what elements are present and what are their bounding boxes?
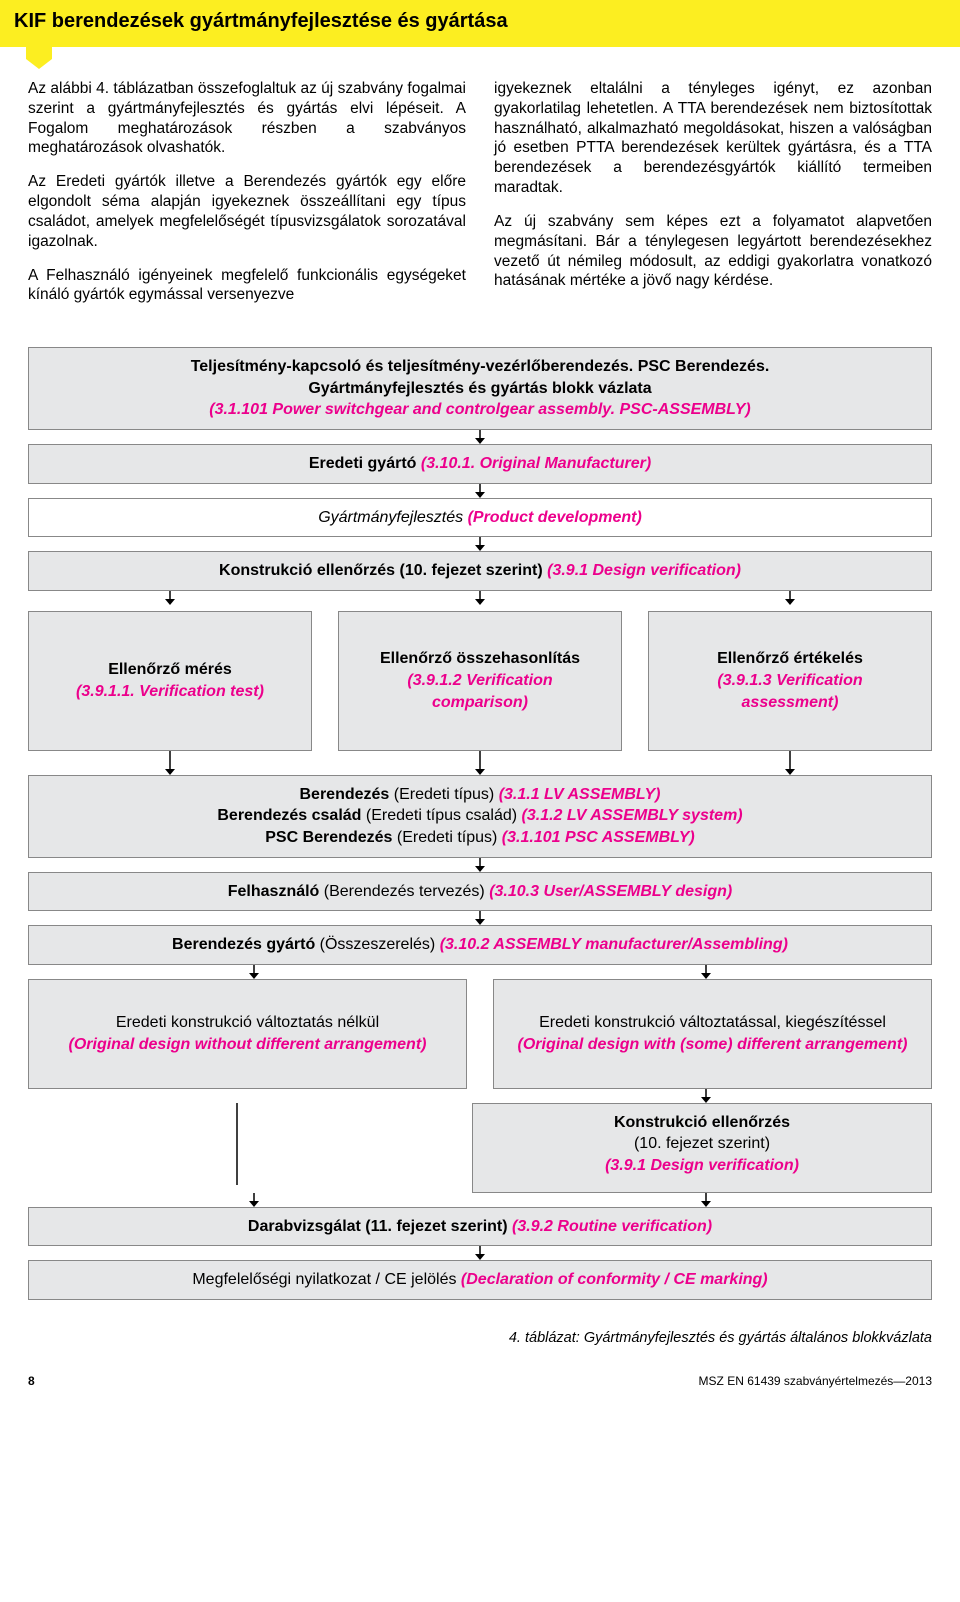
box-design-verification-2: Konstrukció ellenőrzés (10. fejezet szer… (472, 1103, 932, 1193)
b9b-1: Eredeti konstrukció változtatással, kieg… (514, 1012, 911, 1034)
arrow-icon (473, 537, 487, 551)
b6-3a: PSC Berendezés (265, 829, 397, 846)
arrow-icon (163, 751, 177, 775)
b7-1: Felhasználó (228, 883, 324, 900)
b6-2b: (Eredeti típus család) (366, 807, 522, 824)
b3-l1: Gyártmányfejlesztés (318, 509, 467, 526)
box-with-change: Eredeti konstrukció változtatással, kieg… (493, 979, 932, 1089)
para-l3: A Felhasználó igényeinek megfelelő funkc… (28, 266, 466, 306)
box-ce-marking: Megfelelőségi nyilatkozat / CE jelölés (… (28, 1260, 932, 1300)
box-psc-l3: (3.1.101 Power switchgear and controlgea… (49, 399, 911, 421)
b5b-l1: Ellenőrző összehasonlítás (359, 648, 601, 670)
flowchart: Teljesítmény-kapcsoló és teljesítmény-ve… (0, 343, 960, 1320)
box-gyartmanyfejlesztes: Gyártmányfejlesztés (Product development… (28, 498, 932, 538)
column-right: igyekeznek eltalálni a tényleges igényt,… (494, 79, 932, 319)
b3-l2: (Product development) (468, 509, 642, 526)
b9a-2: (Original design without different arran… (49, 1034, 446, 1056)
page-title: KIF berendezések gyártmányfejlesztése és… (14, 10, 508, 32)
arrow-icon (473, 858, 487, 872)
b6-2c: (3.1.2 LV ASSEMBLY system) (522, 807, 743, 824)
column-left: Az alábbi 4. táblázatban összefoglaltuk … (28, 79, 466, 319)
page-title-bar: KIF berendezések gyártmányfejlesztése és… (0, 0, 960, 47)
box-verify-assessment: Ellenőrző értékelés (3.9.1.3 Verificatio… (648, 611, 932, 751)
arrow-icon (163, 591, 177, 605)
arrow-icon (783, 751, 797, 775)
arrow-icon (473, 430, 487, 444)
arrow-icon (473, 1246, 487, 1260)
body-columns: Az alábbi 4. táblázatban összefoglaltuk … (0, 47, 960, 343)
para-r1: igyekeznek eltalálni a tényleges igényt,… (494, 79, 932, 198)
box-verify-comparison: Ellenőrző összehasonlítás (3.9.1.2 Verif… (338, 611, 622, 751)
arrow-icon (473, 751, 487, 775)
b8-2: (Összeszerelés) (320, 936, 440, 953)
b12-2: (Declaration of conformity / CE marking) (461, 1271, 768, 1288)
b6-1a: Berendezés (299, 786, 393, 803)
b9a-1: Eredeti konstrukció változtatás nélkül (49, 1012, 446, 1034)
design-variant-row: Eredeti konstrukció változtatás nélkül (… (28, 979, 932, 1089)
box-felhasznalo: Felhasználó (Berendezés tervezés) (3.10.… (28, 872, 932, 912)
box-routine-verification: Darabvizsgálat (11. fejezet szerint) (3.… (28, 1207, 932, 1247)
b8-1: Berendezés gyártó (172, 936, 320, 953)
arrow-icon (247, 965, 261, 979)
b5c-l1: Ellenőrző értékelés (669, 648, 911, 670)
b6-3c: (3.1.101 PSC ASSEMBLY) (502, 829, 695, 846)
b7-2: (Berendezés tervezés) (324, 883, 489, 900)
arrow-icon (699, 1193, 713, 1207)
box-without-change: Eredeti konstrukció változtatás nélkül (… (28, 979, 467, 1089)
box-verify-test: Ellenőrző mérés (3.9.1.1. Verification t… (28, 611, 312, 751)
box-psc-l1: Teljesítmény-kapcsoló és teljesítmény-ve… (49, 356, 911, 378)
table-caption: 4. táblázat: Gyártmányfejlesztés és gyár… (0, 1320, 960, 1346)
b12-1: Megfelelőségi nyilatkozat / CE jelölés (192, 1271, 461, 1288)
b6-1b: (Eredeti típus) (394, 786, 499, 803)
b4-l1: Konstrukció ellenőrzés (10. fejezet szer… (219, 562, 547, 579)
arrow-icon (699, 1089, 713, 1103)
page-footer: 8 MSZ EN 61439 szabványértelmezés—2013 (0, 1346, 960, 1398)
b2-l1: Eredeti gyártó (309, 455, 421, 472)
b2-l2: (3.10.1. Original Manufacturer) (421, 455, 651, 472)
b7-3: (3.10.3 User/ASSEMBLY design) (489, 883, 732, 900)
box-berendezes-gyarto: Berendezés gyártó (Összeszerelés) (3.10.… (28, 925, 932, 965)
para-r2: Az új szabvány sem képes ezt a folyamato… (494, 212, 932, 291)
box-konstrukcio-ellenorzes: Konstrukció ellenőrzés (10. fejezet szer… (28, 551, 932, 591)
page-number: 8 (28, 1374, 35, 1388)
box-lv-assembly: Berendezés (Eredeti típus) (3.1.1 LV ASS… (28, 775, 932, 858)
b5a-l2: (3.9.1.1. Verification test) (49, 681, 291, 703)
arrow-icon (473, 484, 487, 498)
b6-1c: (3.1.1 LV ASSEMBLY) (499, 786, 661, 803)
arrow-icon (247, 1193, 261, 1207)
b11-2: (3.9.2 Routine verification) (512, 1218, 712, 1235)
title-notch (26, 47, 52, 59)
b10-2: (10. fejezet szerint) (493, 1133, 911, 1155)
arrow-icon (783, 591, 797, 605)
arrow-icon (699, 965, 713, 979)
arrow-down-long-icon (28, 1103, 446, 1193)
para-l1: Az alábbi 4. táblázatban összefoglaltuk … (28, 79, 466, 158)
b9b-2: (Original design with (some) different a… (514, 1034, 911, 1056)
b5b-l2: (3.9.1.2 Verification comparison) (359, 670, 601, 713)
b8-3: (3.10.2 ASSEMBLY manufacturer/Assembling… (440, 936, 788, 953)
box-psc-berendezes: Teljesítmény-kapcsoló és teljesítmény-ve… (28, 347, 932, 430)
b4-l2: (3.9.1 Design verification) (547, 562, 741, 579)
arrow-icon (473, 591, 487, 605)
arrow-icon (473, 911, 487, 925)
b6-3b: (Eredeti típus) (397, 829, 502, 846)
verification-row: Ellenőrző mérés (3.9.1.1. Verification t… (28, 611, 932, 751)
box-eredeti-gyarto: Eredeti gyártó (3.10.1. Original Manufac… (28, 444, 932, 484)
b10-1: Konstrukció ellenőrzés (493, 1112, 911, 1134)
box-psc-l2: Gyártmányfejlesztés és gyártás blokk váz… (49, 378, 911, 400)
b5c-l2: (3.9.1.3 Verification assessment) (669, 670, 911, 713)
para-l2: Az Eredeti gyártók illetve a Berendezés … (28, 172, 466, 251)
footer-ref: MSZ EN 61439 szabványértelmezés—2013 (699, 1374, 932, 1388)
b11-1: Darabvizsgálat (11. fejezet szerint) (248, 1218, 512, 1235)
b6-2a: Berendezés család (217, 807, 366, 824)
b10-3: (3.9.1 Design verification) (493, 1155, 911, 1177)
b5a-l1: Ellenőrző mérés (49, 659, 291, 681)
